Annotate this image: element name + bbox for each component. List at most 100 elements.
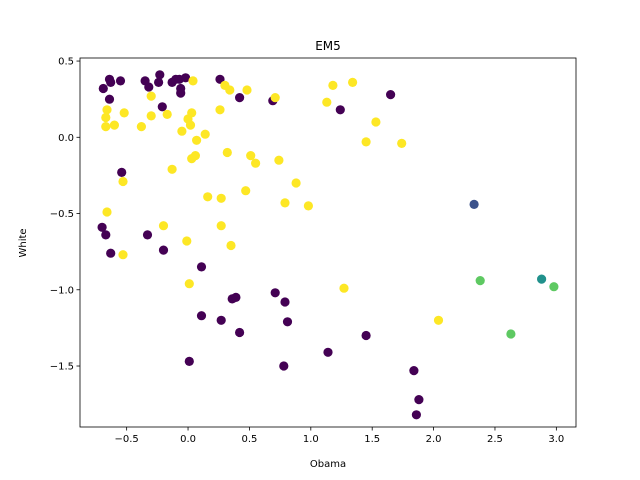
data-point (270, 93, 280, 103)
data-point (106, 248, 116, 258)
data-point (270, 288, 280, 298)
data-point (335, 105, 345, 115)
data-point (371, 117, 381, 127)
data-point (241, 186, 251, 196)
data-point (115, 76, 126, 86)
data-point (184, 356, 194, 366)
data-point (117, 167, 127, 177)
data-point (102, 207, 112, 217)
data-point (181, 73, 191, 83)
data-point (386, 90, 396, 100)
data-point (279, 361, 289, 371)
x-tick-label: 2.0 (426, 434, 442, 445)
data-point (146, 91, 156, 101)
data-point (142, 230, 153, 240)
x-tick-label: 0.0 (180, 434, 196, 445)
data-point (102, 105, 112, 115)
data-point (188, 76, 198, 86)
y-tick-label: −1.5 (50, 362, 74, 373)
data-point (216, 315, 226, 325)
data-point (200, 129, 210, 139)
data-point (106, 77, 116, 87)
data-point (251, 158, 261, 168)
data-point (409, 366, 419, 376)
y-tick-label: −0.5 (50, 209, 74, 220)
plot-frame (79, 57, 577, 428)
data-point (323, 347, 333, 357)
data-point (339, 283, 349, 293)
data-point (280, 198, 290, 208)
data-point (411, 410, 421, 420)
data-point (119, 108, 129, 118)
data-point (361, 137, 371, 147)
data-point (146, 111, 156, 121)
data-point (104, 94, 115, 104)
data-point (118, 250, 128, 260)
data-point (361, 330, 371, 341)
data-point (433, 315, 444, 325)
points-layer (97, 70, 559, 420)
data-point (282, 317, 293, 327)
data-point (109, 120, 119, 130)
data-point (101, 112, 111, 123)
data-point (158, 245, 169, 255)
data-point (192, 135, 202, 145)
data-point (397, 138, 407, 148)
data-point (291, 178, 301, 188)
x-tick-label: 3.0 (548, 434, 564, 445)
data-point (185, 120, 196, 130)
data-point (475, 276, 485, 286)
x-tick-label: 0.5 (241, 434, 257, 445)
data-point (136, 122, 146, 132)
y-axis: 0.5 0.0 −0.5 −1.0 −1.5 (50, 57, 80, 373)
y-axis-label: White (18, 228, 29, 257)
data-point (322, 97, 332, 107)
x-tick-label: 1.0 (303, 434, 319, 445)
data-point (158, 221, 169, 231)
data-point (348, 77, 358, 87)
data-point (225, 85, 235, 95)
x-tick-label: −0.5 (115, 434, 139, 445)
data-point (506, 329, 516, 339)
data-point (176, 88, 186, 98)
data-point (235, 327, 245, 338)
data-point (226, 240, 236, 251)
data-point (196, 262, 207, 272)
data-point (242, 85, 252, 95)
data-point (303, 201, 313, 211)
data-point (182, 236, 192, 246)
data-point (469, 199, 479, 209)
data-point (167, 164, 177, 174)
data-point (274, 155, 284, 165)
data-point (196, 311, 207, 321)
data-point (216, 221, 226, 231)
data-point (215, 74, 225, 84)
data-point (203, 192, 213, 202)
data-point (187, 108, 197, 118)
data-point (246, 151, 256, 161)
y-tick-label: −1.0 (50, 285, 74, 296)
data-point (97, 222, 107, 232)
x-axis-label: Obama (310, 459, 346, 470)
data-point (537, 274, 547, 284)
data-point (177, 126, 187, 136)
data-point (155, 70, 165, 80)
y-tick-label: 0.5 (58, 57, 74, 68)
data-point (144, 82, 154, 92)
data-point (101, 230, 111, 240)
x-tick-label: 2.5 (487, 434, 503, 445)
x-axis: −0.5 0.0 0.5 1.0 1.5 2.0 2.5 3.0 (115, 427, 564, 445)
data-point (231, 292, 241, 302)
data-point (222, 147, 232, 158)
data-point (549, 282, 559, 292)
data-point (414, 395, 424, 405)
x-tick-label: 1.5 (364, 434, 380, 445)
data-point (157, 102, 167, 112)
data-point (118, 176, 128, 187)
data-point (280, 297, 290, 307)
data-point (162, 109, 172, 119)
data-point (190, 151, 200, 161)
data-point (184, 279, 194, 289)
